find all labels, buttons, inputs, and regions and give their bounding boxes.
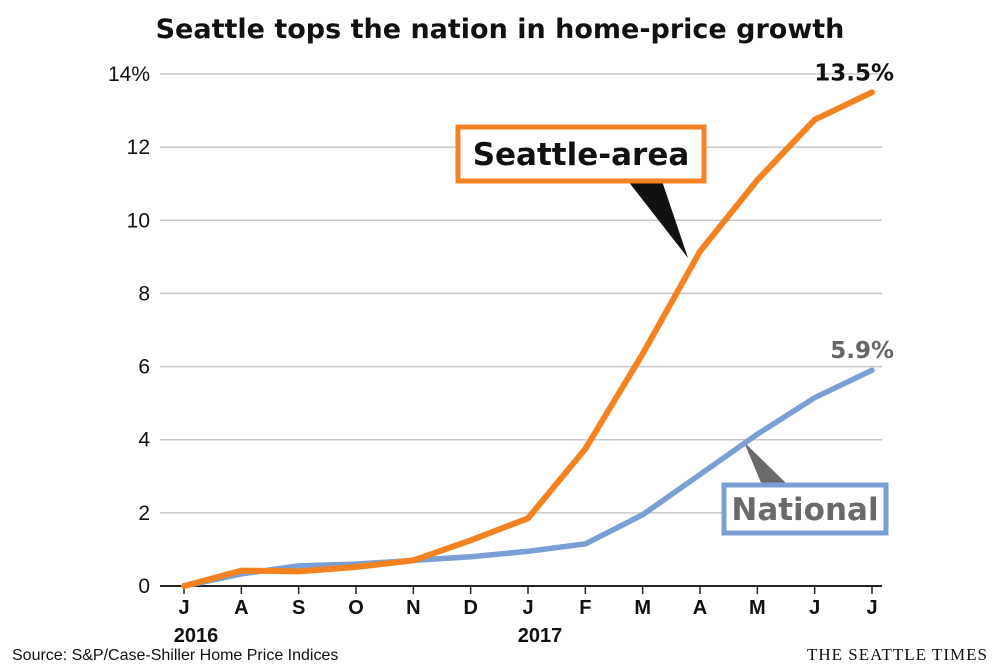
- x-tick-label: F: [579, 597, 591, 619]
- x-tick-label: A: [693, 597, 707, 619]
- x-tick-label: J: [809, 597, 820, 619]
- y-axis-tick-labels: 0 2 4 6 8 10 12 14%: [108, 63, 150, 598]
- y-tick-label: 2: [138, 502, 150, 525]
- year-labels: 2016 2017: [174, 625, 563, 647]
- year-label: 2017: [518, 625, 563, 647]
- seattle-area-series-line: [181, 89, 875, 589]
- source-note: Source: S&P/Case-Shiller Home Price Indi…: [12, 647, 338, 664]
- y-tick-label: 12: [127, 136, 150, 159]
- x-tick-label: J: [522, 597, 533, 619]
- x-tick-label: A: [234, 597, 248, 619]
- publisher-credit: THE SEATTLE TIMES: [807, 645, 988, 664]
- x-tick-label: S: [292, 597, 305, 619]
- x-tick-label: J: [866, 597, 877, 619]
- x-tick-label: N: [406, 597, 420, 619]
- national-callout-box: [721, 482, 889, 536]
- series-callouts: Seattle-area National: [455, 124, 889, 536]
- seattle-area-callout-label: Seattle-area: [473, 137, 690, 173]
- y-tick-label: 6: [138, 356, 150, 379]
- national-end-value-label: 5.9%: [830, 338, 894, 364]
- chart-title: Seattle tops the nation in home-price gr…: [156, 14, 845, 45]
- x-tick-label: M: [634, 597, 651, 619]
- series-end-labels: 13.5% 5.9%: [814, 60, 894, 364]
- series-lines: [181, 89, 875, 589]
- y-tick-label: 0: [138, 575, 150, 598]
- gridlines: [160, 73, 882, 587]
- seattle-area-callout-box: [455, 124, 707, 184]
- x-tick-label: D: [463, 597, 477, 619]
- national-callout-label: National: [731, 492, 878, 528]
- y-tick-label: 8: [138, 282, 150, 305]
- y-tick-label: 14%: [108, 63, 150, 86]
- x-tick-label: J: [178, 597, 189, 619]
- seattle-area-callout-pointer: [628, 181, 688, 258]
- x-tick-label: M: [749, 597, 766, 619]
- seattle-area-end-value-label: 13.5%: [814, 60, 894, 86]
- y-tick-label: 4: [138, 429, 150, 452]
- national-series-line: [181, 367, 875, 589]
- y-tick-label: 10: [127, 209, 150, 232]
- national-callout-pointer: [744, 442, 788, 485]
- year-label: 2016: [174, 625, 219, 647]
- x-tick-label: O: [348, 597, 364, 619]
